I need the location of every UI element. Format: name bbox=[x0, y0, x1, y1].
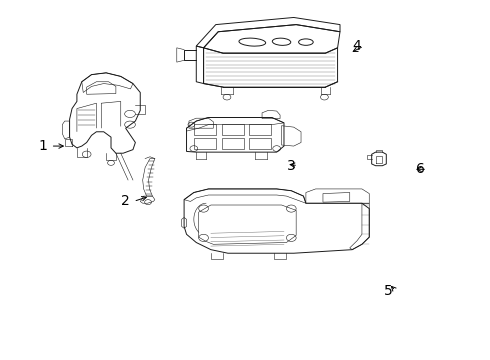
Text: 6: 6 bbox=[416, 162, 425, 176]
Text: 4: 4 bbox=[353, 39, 362, 53]
Text: 2: 2 bbox=[121, 194, 130, 208]
Text: 5: 5 bbox=[384, 284, 393, 298]
Text: 3: 3 bbox=[287, 159, 295, 173]
Text: 1: 1 bbox=[38, 139, 47, 153]
